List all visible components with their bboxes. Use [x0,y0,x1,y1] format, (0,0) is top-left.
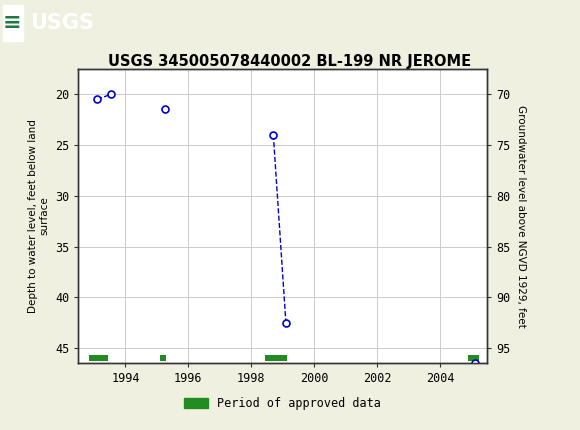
Bar [160,355,166,361]
Text: ≡: ≡ [3,12,21,33]
Bar [468,355,479,361]
Text: USGS: USGS [30,12,94,33]
Text: USGS 345005078440002 BL-199 NR JEROME: USGS 345005078440002 BL-199 NR JEROME [108,54,472,69]
Bar [3,4,23,41]
Y-axis label: Groundwater level above NGVD 1929, feet: Groundwater level above NGVD 1929, feet [516,104,526,328]
Bar [266,355,288,361]
Bar [89,355,108,361]
Y-axis label: Depth to water level, feet below land
surface: Depth to water level, feet below land su… [28,119,49,313]
Legend: Period of approved data: Period of approved data [180,393,386,415]
